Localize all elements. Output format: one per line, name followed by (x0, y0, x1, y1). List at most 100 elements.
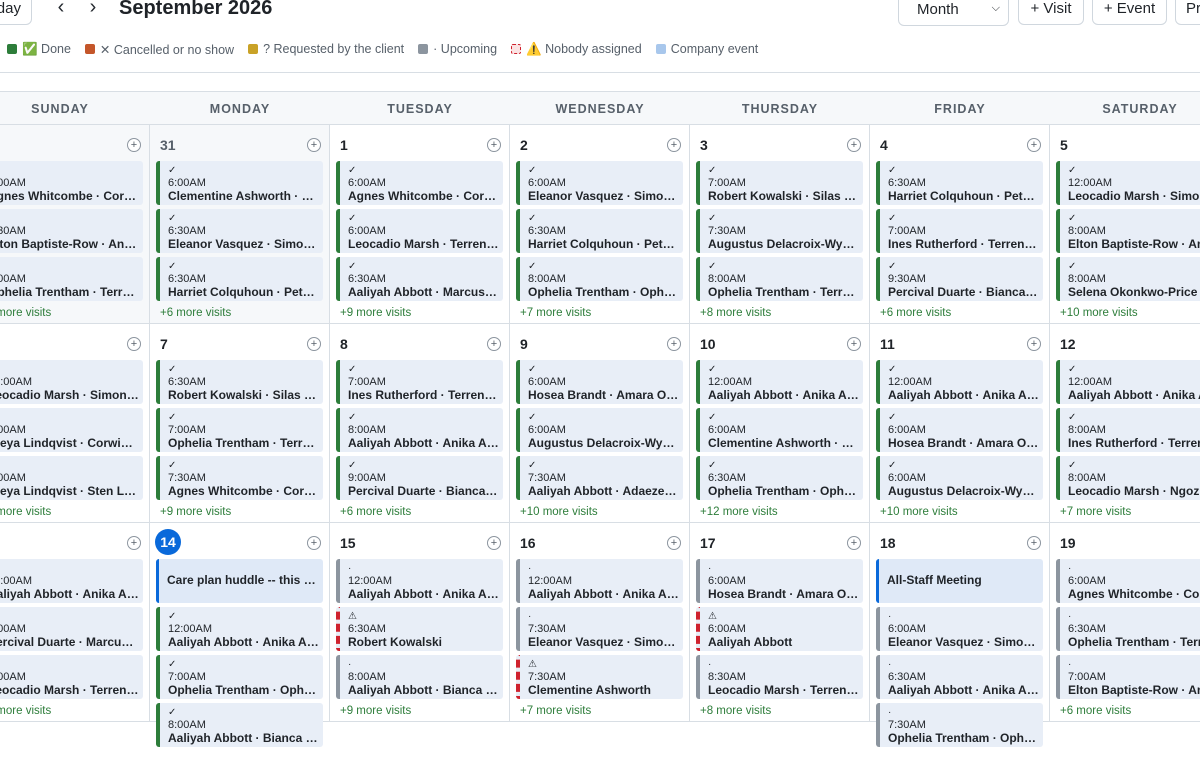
day-number[interactable]: 8 (340, 336, 348, 352)
add-visit-plus-icon[interactable]: + (1027, 138, 1041, 152)
visit-chip[interactable]: ✓ 6:00AM Eleanor Vasquez · Simone ... (516, 161, 683, 205)
day-number[interactable]: 18 (880, 535, 896, 551)
visit-chip[interactable]: ✓ 7:30AM Agnes Whitcombe · Corwi... (156, 456, 323, 500)
visit-chip[interactable]: ✓ 6:30AM Aaliyah Abbott · Marcus D... (336, 257, 503, 301)
day-number[interactable]: 5 (1060, 137, 1068, 153)
day-cell[interactable]: 1 + ✓ 6:00AM Agnes Whitcombe · Corwi... ✓ 6:00… (330, 125, 510, 324)
more-visits-link[interactable]: +6 more visits (1060, 705, 1132, 717)
more-visits-link[interactable]: +8 more visits (0, 705, 52, 717)
visit-chip[interactable]: ✓ 8:00AM Ophelia Trentham · Opheli... (516, 257, 683, 301)
day-cell[interactable]: 11 + ✓ 12:00AM Aaliyah Abbott · Anika Ab... ✓… (870, 324, 1050, 523)
day-cell[interactable]: 14 + Care plan huddle -- this w... ✓ 12:00AM… (150, 523, 330, 747)
visit-chip[interactable]: ✓ 6:00AM Clementine Ashworth · Kw... (156, 161, 323, 205)
visit-chip[interactable]: ✓ 8:00AM Selena Okonkwo-Price (1056, 257, 1200, 301)
day-cell[interactable]: 7 + ✓ 6:30AM Robert Kowalski · Silas Br... ✓ 7… (150, 324, 330, 523)
more-visits-link[interactable]: +6 more visits (160, 307, 232, 319)
visit-chip[interactable]: · 12:00AM Aaliyah Abbott · Anika Ab... (336, 559, 503, 603)
visit-chip[interactable]: · 6:00AM Eleanor Vasquez · Simone ... (876, 607, 1043, 651)
chevron-left-icon[interactable]: ‹ (57, 0, 65, 18)
visit-chip[interactable]: ✓ 6:00AM Clementine Ashworth · Kw... (696, 408, 863, 452)
visit-chip[interactable]: ✓ 6:00AM Augustus Delacroix-Wynn ... (516, 408, 683, 452)
visit-chip[interactable]: · 8:00AM Aaliyah Abbott · Bianca Fe... (336, 655, 503, 699)
more-visits-link[interactable]: +8 more visits (700, 705, 772, 717)
print-button[interactable]: Print (1175, 0, 1200, 25)
add-visit-plus-icon[interactable]: + (847, 536, 861, 550)
more-visits-link[interactable]: +7 more visits (1060, 506, 1132, 518)
day-number[interactable]: 15 (340, 535, 356, 551)
visit-chip[interactable]: ✓6:00AMFreya Lindqvist · Corwin Al... (0, 408, 143, 452)
add-visit-button[interactable]: + Visit (1018, 0, 1084, 25)
more-visits-link[interactable]: +7 more visits (520, 705, 592, 717)
add-event-button[interactable]: + Event (1092, 0, 1167, 25)
more-visits-link[interactable]: +8 more visits (0, 506, 52, 518)
more-visits-link[interactable]: +10 more visits (520, 506, 598, 518)
day-number[interactable]: 11 (880, 336, 895, 352)
add-visit-plus-icon[interactable]: + (847, 337, 861, 351)
visit-chip[interactable]: ✓ 9:00AM Percival Duarte · Bianca F... (336, 456, 503, 500)
view-select[interactable]: Month ⌵ (898, 0, 1009, 26)
more-visits-link[interactable]: +10 more visits (1060, 307, 1138, 319)
add-visit-plus-icon[interactable]: + (127, 337, 141, 351)
add-visit-plus-icon[interactable]: + (127, 138, 141, 152)
company-event-chip[interactable]: All-Staff Meeting (876, 559, 1043, 603)
more-visits-link[interactable]: +10 more visits (880, 506, 958, 518)
day-number[interactable]: 12 (1060, 336, 1076, 352)
visit-chip[interactable]: ✓ 7:00AM Ophelia Trentham · Terren... (156, 408, 323, 452)
more-visits-link[interactable]: +9 more visits (340, 307, 412, 319)
visit-chip[interactable]: ✓ 7:30AM Aaliyah Abbott · Adaeze A... (516, 456, 683, 500)
more-visits-link[interactable]: +12 more visits (700, 506, 778, 518)
visit-chip[interactable]: ✓6:30AMElton Baptiste-Row · Anika Ab... (0, 209, 143, 253)
today-button[interactable]: Today (0, 0, 32, 25)
more-visits-link[interactable]: +7 more visits (0, 307, 52, 319)
more-visits-link[interactable]: +7 more visits (520, 307, 592, 319)
day-number[interactable]: 7 (160, 336, 168, 352)
visit-chip[interactable]: ✓ 7:00AM Robert Kowalski · Silas Br... (696, 161, 863, 205)
visit-chip[interactable]: ✓ 6:30AM Robert Kowalski · Silas Br... (156, 360, 323, 404)
visit-chip[interactable]: · 12:00AM Aaliyah Abbott · Anika Ab... (516, 559, 683, 603)
visit-chip[interactable]: ⚠ 6:00AM Aaliyah Abbott (696, 607, 863, 651)
more-visits-link[interactable]: +9 more visits (340, 705, 412, 717)
day-number[interactable]: 16 (520, 535, 536, 551)
day-cell[interactable]: 9 + ✓ 6:00AM Hosea Brandt · Amara Odi... ✓ 6:0… (510, 324, 690, 523)
more-visits-link[interactable]: +9 more visits (160, 506, 232, 518)
visit-chip[interactable]: ✓ 6:00AM Hosea Brandt · Amara Odi... (516, 360, 683, 404)
day-cell[interactable]: 10 + ✓ 12:00AM Aaliyah Abbott · Anika Ab... ✓… (690, 324, 870, 523)
day-cell[interactable]: 8 + ✓ 7:00AM Ines Rutherford · Terrence... ✓ 8… (330, 324, 510, 523)
add-visit-plus-icon[interactable]: + (307, 536, 321, 550)
visit-chip[interactable]: ✓ 6:30AM Eleanor Vasquez · Simone ... (156, 209, 323, 253)
more-visits-link[interactable]: +8 more visits (700, 307, 772, 319)
day-cell[interactable]: 4 + ✓ 6:30AM Harriet Colquhoun · Petra ... ✓ 7… (870, 125, 1050, 324)
visit-chip[interactable]: ✓ 9:30AM Percival Duarte · Bianca F... (876, 257, 1043, 301)
more-visits-link[interactable]: +6 more visits (340, 506, 412, 518)
visit-chip[interactable]: · 6:30AM Aaliyah Abbott · Anika Ab... (876, 655, 1043, 699)
add-visit-plus-icon[interactable]: + (847, 138, 861, 152)
day-number[interactable]: 19 (1060, 535, 1076, 551)
visit-chip[interactable]: ✓ 6:30AM Harriet Colquhoun · Petra ... (516, 209, 683, 253)
visit-chip[interactable]: · 8:30AM Leocadio Marsh · Terrence... (696, 655, 863, 699)
visit-chip[interactable]: ✓ 6:00AM Agnes Whitcombe · Corwi... (336, 161, 503, 205)
visit-chip[interactable]: · 7:30AM Eleanor Vasquez · Simone ... (516, 607, 683, 651)
add-visit-plus-icon[interactable]: + (667, 337, 681, 351)
visit-chip[interactable]: ✓ 8:00AM Aaliyah Abbott · Anika Ab... (336, 408, 503, 452)
visit-chip[interactable]: · 7:30AM Ophelia Trentham · Opheli... (876, 703, 1043, 747)
day-number[interactable]: 1 (340, 137, 348, 153)
add-visit-plus-icon[interactable]: + (307, 337, 321, 351)
visit-chip[interactable]: ✓ 7:30AM Augustus Delacroix-Wynn ... (696, 209, 863, 253)
day-cell[interactable]: 2 + ✓ 6:00AM Eleanor Vasquez · Simone ... ✓ 6:… (510, 125, 690, 324)
visit-chip[interactable]: ✓ 8:00AM Ophelia Trentham · Terren... (696, 257, 863, 301)
